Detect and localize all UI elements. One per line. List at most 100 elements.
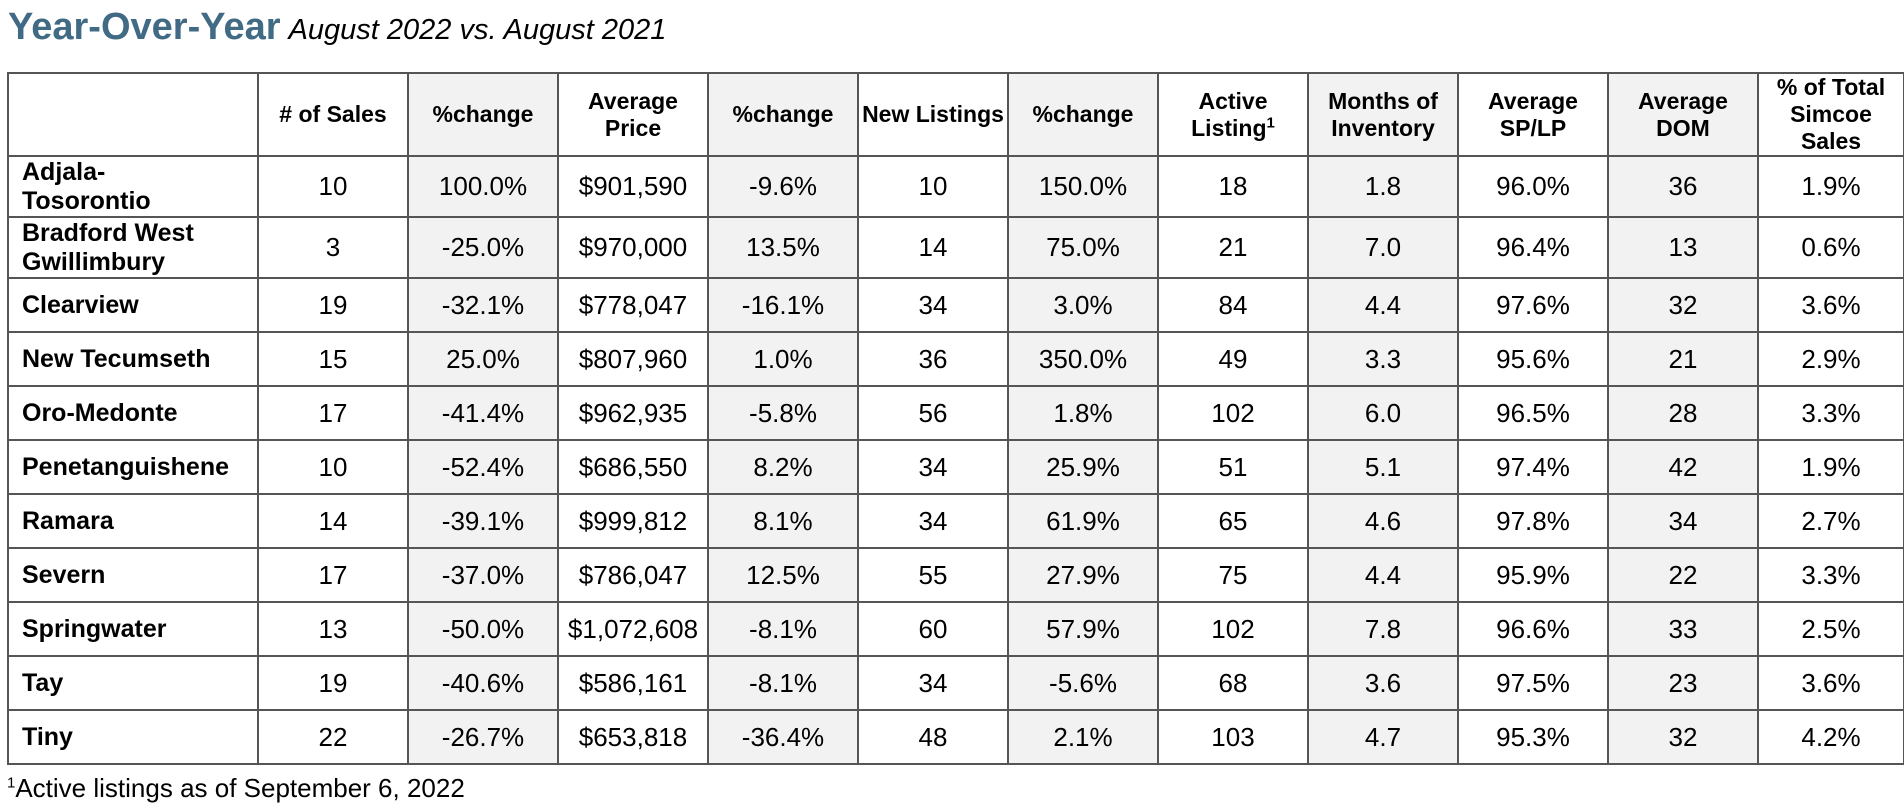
table-cell: 2.9% — [1757, 331, 1904, 387]
table-cell: 95.3% — [1457, 709, 1609, 765]
table-cell: 14 — [857, 216, 1009, 279]
table-cell: 21 — [1607, 331, 1759, 387]
table-cell: 0.6% — [1757, 216, 1904, 279]
table-cell: 10 — [257, 439, 409, 495]
table-cell: 8.1% — [707, 493, 859, 549]
table-cell: 3.3% — [1757, 547, 1904, 603]
report-title: Year-Over-Year — [8, 6, 281, 48]
table-row: Tay 19 -40.6% $586,161 -8.1% 34 -5.6% 68 3.6 97.5… — [7, 655, 1904, 711]
table-cell: 95.6% — [1457, 331, 1609, 387]
table-cell: 1.9% — [1757, 155, 1904, 218]
table-cell: -8.1% — [707, 655, 859, 711]
table-cell: $999,812 — [557, 493, 709, 549]
table-body: Adjala- Tosorontio 10 100.0% $901,590 -9.6% 1… — [7, 155, 1904, 765]
table-row: Tiny 22 -26.7% $653,818 -36.4% 48 2.1% 103 4.7 95… — [7, 709, 1904, 765]
table-cell: -16.1% — [707, 277, 859, 333]
table-cell: 4.2% — [1757, 709, 1904, 765]
table-cell: -39.1% — [407, 493, 559, 549]
table-cell: 48 — [857, 709, 1009, 765]
table-cell: 36 — [857, 331, 1009, 387]
table-cell: 1.8 — [1307, 155, 1459, 218]
footnote-text: Active listings as of September 6, 2022 — [15, 773, 465, 803]
table-cell: 96.6% — [1457, 601, 1609, 657]
table-row: Springwater 13 -50.0% $1,072,608 -8.1% 60 57.9… — [7, 601, 1904, 657]
table-cell: 10 — [257, 155, 409, 218]
row-label: Severn — [7, 547, 259, 603]
table-cell: -41.4% — [407, 385, 559, 441]
table-cell: 96.4% — [1457, 216, 1609, 279]
table-cell: 65 — [1157, 493, 1309, 549]
row-label: Springwater — [7, 601, 259, 657]
table-cell: 1.9% — [1757, 439, 1904, 495]
table-cell: $1,072,608 — [557, 601, 709, 657]
table-cell: 97.8% — [1457, 493, 1609, 549]
row-label: Oro-Medonte — [7, 385, 259, 441]
table-cell: 15 — [257, 331, 409, 387]
table-cell: -52.4% — [407, 439, 559, 495]
table-cell: 28 — [1607, 385, 1759, 441]
table-cell: -8.1% — [707, 601, 859, 657]
header-cell: Average Price — [557, 72, 709, 157]
table-cell: 21 — [1157, 216, 1309, 279]
table-cell: 34 — [857, 439, 1009, 495]
header-cell-label: Active Listing — [1191, 87, 1268, 141]
table-cell: 102 — [1157, 601, 1309, 657]
table-cell: 95.9% — [1457, 547, 1609, 603]
table-cell: 13 — [257, 601, 409, 657]
table-cell: 13 — [1607, 216, 1759, 279]
table-cell: 36 — [1607, 155, 1759, 218]
header-cell: Months of Inventory — [1307, 72, 1459, 157]
table-cell: 34 — [1607, 493, 1759, 549]
footnote: 1Active listings as of September 6, 2022 — [7, 773, 465, 804]
table-cell: 4.4 — [1307, 547, 1459, 603]
row-label: Bradford West Gwillimbury — [7, 216, 259, 279]
table-cell: 1.8% — [1007, 385, 1159, 441]
table-row: Severn 17 -37.0% $786,047 12.5% 55 27.9% 75 4.4 9… — [7, 547, 1904, 603]
table-cell: 19 — [257, 655, 409, 711]
table-cell: $970,000 — [557, 216, 709, 279]
header-cell: % of Total Simcoe Sales — [1757, 72, 1904, 157]
header-cell: %change — [407, 72, 559, 157]
table-row: New Tecumseth 15 25.0% $807,960 1.0% 36 350.0%… — [7, 331, 1904, 387]
table-cell: 51 — [1157, 439, 1309, 495]
table-cell: 14 — [257, 493, 409, 549]
table-cell: 55 — [857, 547, 1009, 603]
table-cell: 22 — [257, 709, 409, 765]
table-cell: -50.0% — [407, 601, 559, 657]
table-cell: -26.7% — [407, 709, 559, 765]
table-cell: 57.9% — [1007, 601, 1159, 657]
table-cell: 22 — [1607, 547, 1759, 603]
table-cell: 8.2% — [707, 439, 859, 495]
table-row: Ramara 14 -39.1% $999,812 8.1% 34 61.9% 65 4.6 97… — [7, 493, 1904, 549]
table-cell: 5.1 — [1307, 439, 1459, 495]
table-cell: 68 — [1157, 655, 1309, 711]
table-cell: 150.0% — [1007, 155, 1159, 218]
table-cell: 34 — [857, 493, 1009, 549]
table-cell: 84 — [1157, 277, 1309, 333]
table-cell: 6.0 — [1307, 385, 1459, 441]
table-cell: 3.6 — [1307, 655, 1459, 711]
table-cell: -5.6% — [1007, 655, 1159, 711]
table-cell: 7.8 — [1307, 601, 1459, 657]
header-cell: Average DOM — [1607, 72, 1759, 157]
table-cell: 25.9% — [1007, 439, 1159, 495]
table-cell: 3.6% — [1757, 655, 1904, 711]
table-cell: 42 — [1607, 439, 1759, 495]
table-cell: 25.0% — [407, 331, 559, 387]
table-cell: 96.5% — [1457, 385, 1609, 441]
table-cell: 34 — [857, 655, 1009, 711]
table-cell: -5.8% — [707, 385, 859, 441]
table-cell: 97.5% — [1457, 655, 1609, 711]
table-cell: -40.6% — [407, 655, 559, 711]
table-cell: 96.0% — [1457, 155, 1609, 218]
table-cell: -25.0% — [407, 216, 559, 279]
table-cell: 23 — [1607, 655, 1759, 711]
table-cell: 4.7 — [1307, 709, 1459, 765]
footnote-marker: 1 — [1266, 113, 1275, 131]
table-cell: 7.0 — [1307, 216, 1459, 279]
table-row: Oro-Medonte 17 -41.4% $962,935 -5.8% 56 1.8% 10… — [7, 385, 1904, 441]
table-row: Bradford West Gwillimbury 3 -25.0% $970,000… — [7, 216, 1904, 279]
table-cell: 103 — [1157, 709, 1309, 765]
footnote-marker: 1 — [7, 774, 16, 792]
table-cell: 3.3 — [1307, 331, 1459, 387]
